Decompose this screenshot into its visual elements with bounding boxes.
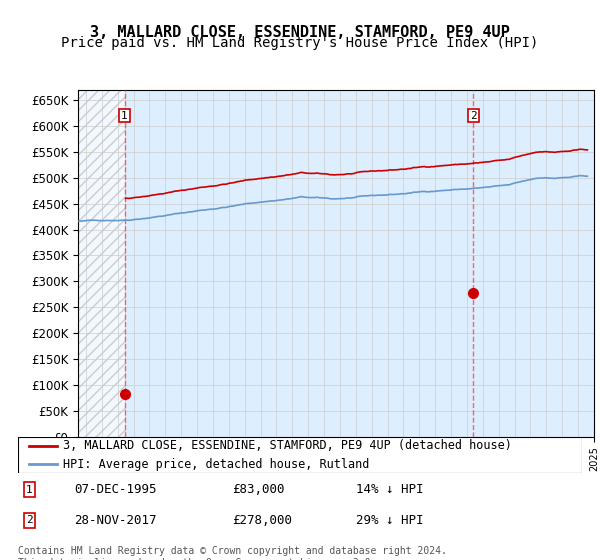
Text: 2: 2	[470, 110, 477, 120]
Bar	[78, 90, 125, 437]
Text: £83,000: £83,000	[232, 483, 285, 496]
HPI: Average price, detached house, Rutland: (1.99e+03, 4.16e+05): Average price, detached house, Rutland: …	[74, 218, 82, 225]
Text: Price paid vs. HM Land Registry's House Price Index (HPI): Price paid vs. HM Land Registry's House …	[61, 36, 539, 50]
HPI: Average price, detached house, Rutland: (2.01e+03, 4.61e+05): Average price, detached house, Rutland: …	[348, 194, 355, 201]
HPI: Average price, detached house, Rutland: (2.01e+03, 4.66e+05): Average price, detached house, Rutland: …	[375, 192, 382, 198]
FancyBboxPatch shape	[18, 437, 582, 473]
Text: 1: 1	[121, 110, 128, 120]
Text: 3, MALLARD CLOSE, ESSENDINE, STAMFORD, PE9 4UP (detached house): 3, MALLARD CLOSE, ESSENDINE, STAMFORD, P…	[63, 440, 512, 452]
HPI: Average price, detached house, Rutland: (2.02e+03, 4.85e+05): Average price, detached house, Rutland: …	[496, 182, 503, 189]
Text: 28-NOV-2017: 28-NOV-2017	[74, 514, 157, 527]
HPI: Average price, detached house, Rutland: (2.03e+03, 5.03e+05): Average price, detached house, Rutland: …	[584, 173, 591, 180]
Text: 07-DEC-1995: 07-DEC-1995	[74, 483, 157, 496]
Text: 29% ↓ HPI: 29% ↓ HPI	[356, 514, 424, 527]
Text: HPI: Average price, detached house, Rutland: HPI: Average price, detached house, Rutl…	[63, 458, 370, 470]
HPI: Average price, detached house, Rutland: (2.02e+03, 5.04e+05): Average price, detached house, Rutland: …	[576, 172, 583, 179]
Text: 2: 2	[26, 515, 32, 525]
Text: 3, MALLARD CLOSE, ESSENDINE, STAMFORD, PE9 4UP: 3, MALLARD CLOSE, ESSENDINE, STAMFORD, P…	[90, 25, 510, 40]
Line: HPI: Average price, detached house, Rutland: HPI: Average price, detached house, Rutl…	[78, 176, 587, 221]
HPI: Average price, detached house, Rutland: (2.02e+03, 4.75e+05): Average price, detached house, Rutland: …	[438, 188, 445, 194]
HPI: Average price, detached house, Rutland: (2.02e+03, 5e+05): Average price, detached house, Rutland: …	[541, 174, 548, 181]
HPI: Average price, detached house, Rutland: (2.01e+03, 4.57e+05): Average price, detached house, Rutland: …	[277, 197, 284, 203]
Bar	[78, 90, 125, 437]
Text: 14% ↓ HPI: 14% ↓ HPI	[356, 483, 424, 496]
Text: £278,000: £278,000	[232, 514, 292, 527]
Text: 1: 1	[26, 484, 32, 494]
Text: Contains HM Land Registry data © Crown copyright and database right 2024.
This d: Contains HM Land Registry data © Crown c…	[18, 546, 447, 560]
